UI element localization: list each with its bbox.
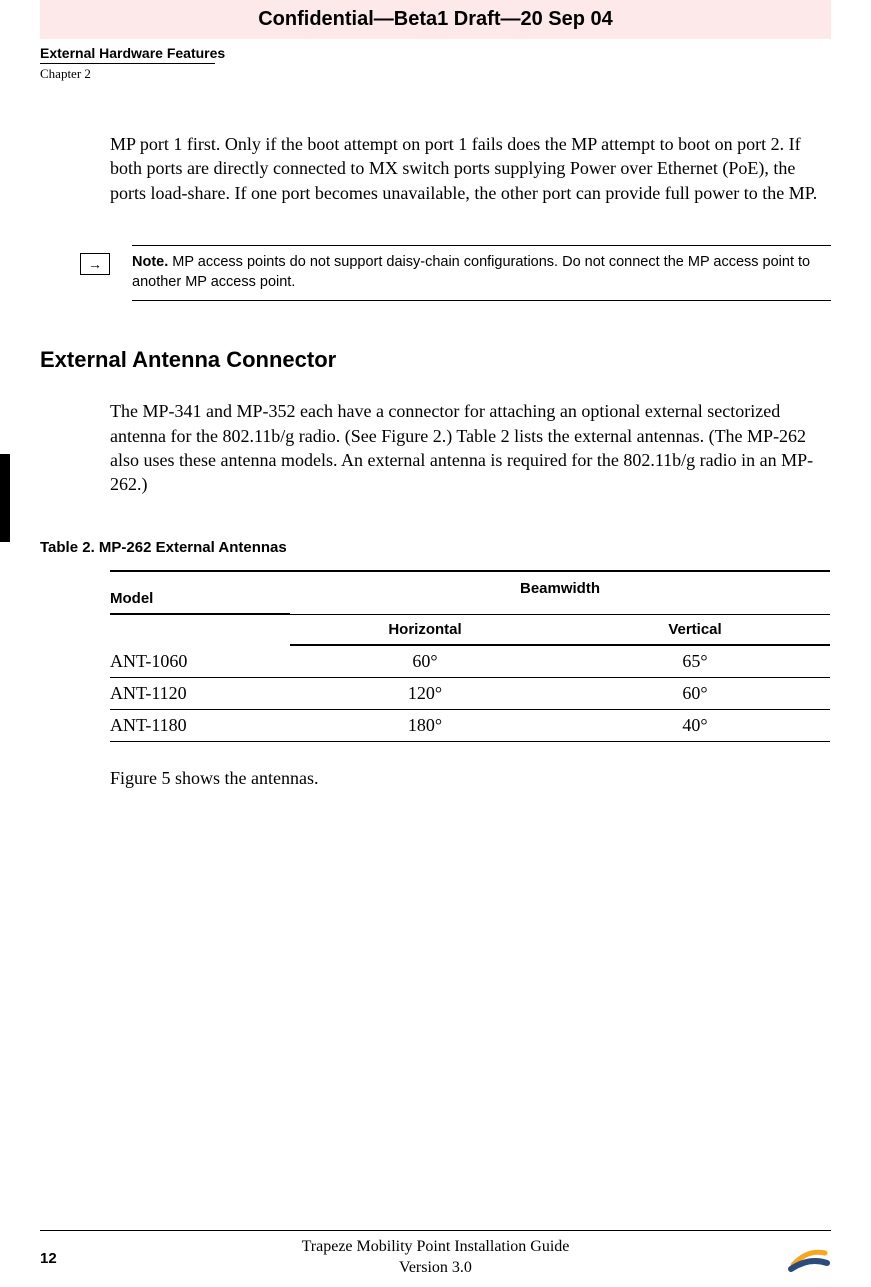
page-number: 12 bbox=[40, 1250, 100, 1267]
note-label: Note. bbox=[132, 254, 168, 270]
page-footer: 12 Trapeze Mobility Point Installation G… bbox=[0, 1230, 871, 1287]
cell-vertical: 60° bbox=[560, 678, 830, 710]
table-caption: Table 2. MP-262 External Antennas bbox=[40, 539, 831, 556]
th-beamwidth: Beamwidth bbox=[290, 570, 830, 615]
running-header: External Hardware Features Chapter 2 bbox=[0, 45, 871, 82]
th-horizontal: Horizontal bbox=[290, 615, 560, 646]
cell-model: ANT-1180 bbox=[110, 710, 290, 742]
chapter-label: Chapter 2 bbox=[40, 63, 215, 82]
intro-paragraph: MP port 1 first. Only if the boot attemp… bbox=[110, 132, 831, 205]
cell-vertical: 40° bbox=[560, 710, 830, 742]
footer-title: Trapeze Mobility Point Installation Guid… bbox=[100, 1237, 771, 1279]
cell-vertical: 65° bbox=[560, 646, 830, 678]
table-row: ANT-1180 180° 40° bbox=[110, 710, 830, 742]
cell-horizontal: 120° bbox=[290, 678, 560, 710]
section-heading: External Antenna Connector bbox=[40, 347, 831, 373]
note-callout: → Note. MP access points do not support … bbox=[80, 245, 831, 302]
figure-reference: Figure 5 shows the antennas. bbox=[110, 768, 831, 789]
cell-model: ANT-1120 bbox=[110, 678, 290, 710]
page-content: MP port 1 first. Only if the boot attemp… bbox=[0, 132, 871, 789]
cell-horizontal: 180° bbox=[290, 710, 560, 742]
section-paragraph: The MP-341 and MP-352 each have a connec… bbox=[110, 399, 831, 496]
confidential-banner: Confidential—Beta1 Draft—20 Sep 04 bbox=[40, 0, 831, 39]
trapeze-logo-icon bbox=[771, 1243, 831, 1273]
side-tab-marker bbox=[0, 454, 10, 542]
table-row: ANT-1060 60° 65° bbox=[110, 646, 830, 678]
cell-model: ANT-1060 bbox=[110, 646, 290, 678]
note-body: Note. MP access points do not support da… bbox=[132, 245, 831, 302]
arrow-icon: → bbox=[80, 253, 110, 275]
cell-horizontal: 60° bbox=[290, 646, 560, 678]
table-row: ANT-1120 120° 60° bbox=[110, 678, 830, 710]
note-content: MP access points do not support daisy-ch… bbox=[132, 254, 810, 290]
section-name: External Hardware Features bbox=[40, 45, 831, 61]
th-vertical: Vertical bbox=[560, 615, 830, 646]
antenna-table: Model Beamwidth Horizontal Vertical ANT-… bbox=[110, 570, 830, 742]
th-model: Model bbox=[110, 570, 290, 615]
